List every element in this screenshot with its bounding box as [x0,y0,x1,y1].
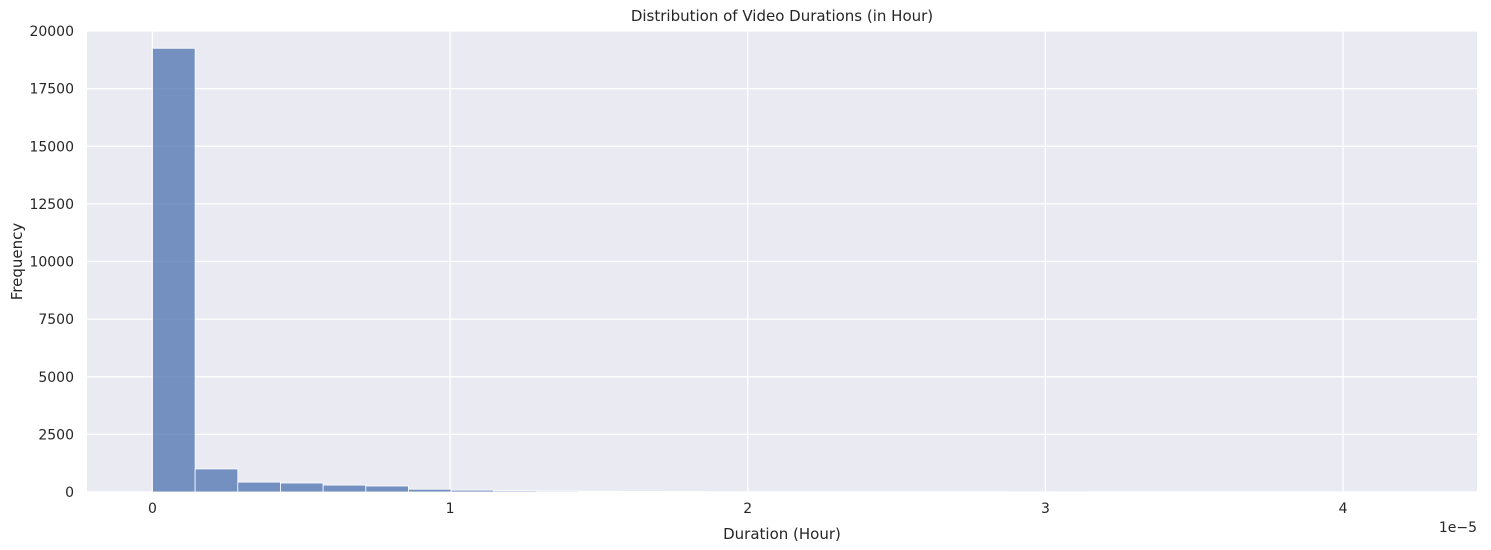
histogram-bar [322,484,367,493]
y-tick-label: 12500 [29,197,74,213]
x-axis-offset-label: 1e−5 [1439,520,1477,536]
x-tick-label: 3 [1041,501,1050,517]
histogram-bar [280,482,324,493]
x-tick-label: 2 [743,501,752,517]
y-tick-label: 5000 [38,370,74,386]
x-axis-label: Duration (Hour) [723,525,841,543]
y-tick-label: 20000 [29,24,74,40]
histogram-bars [152,47,1433,493]
histogram-bar [450,489,495,493]
histogram-bar [408,488,452,493]
chart-title: Distribution of Video Durations (in Hour… [631,7,933,25]
histogram-bar [194,468,239,493]
histogram-bar [578,490,623,493]
histogram-bar [536,490,580,493]
histogram-bar [493,490,537,493]
y-tick-label: 0 [65,485,74,501]
y-tick-label: 15000 [29,139,74,155]
histogram-bar [152,47,196,493]
y-tick-label: 7500 [38,312,74,328]
histogram-bar [621,491,665,493]
x-tick-label: 1 [446,501,455,517]
y-tick-label: 17500 [29,82,74,98]
tick-labels: 0 2500 5000 7500 10000 12500 15000 17500 20000 0 1… [29,24,1347,517]
y-tick-label: 10000 [29,255,74,271]
y-axis-label: Frequency [8,223,26,301]
y-tick-label: 2500 [38,427,74,443]
x-tick-label: 4 [1339,501,1348,517]
x-tick-label: 0 [148,501,157,517]
histogram-bar [365,485,409,493]
histogram-bar [237,481,281,493]
